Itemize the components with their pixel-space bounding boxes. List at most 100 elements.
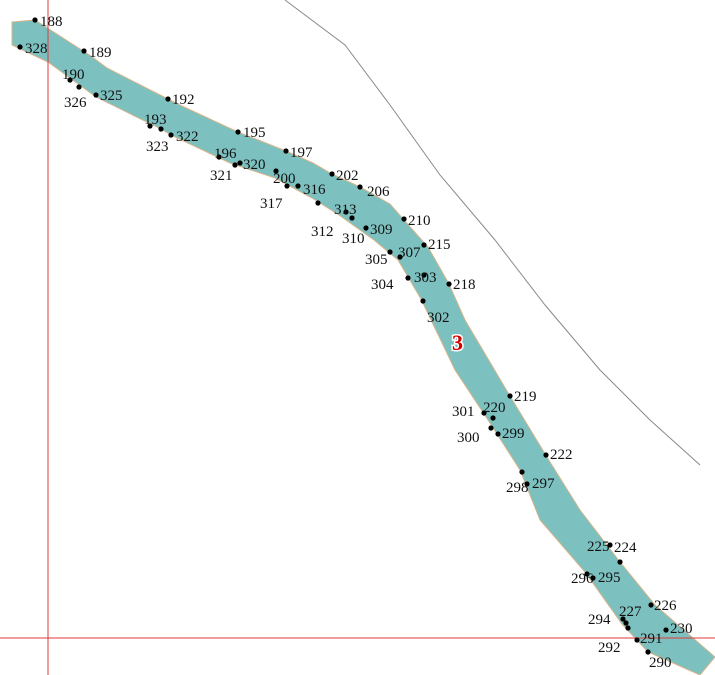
survey-point-307[interactable] xyxy=(397,254,403,260)
point-label-195: 195 xyxy=(243,125,266,141)
survey-point-192[interactable] xyxy=(165,96,171,102)
point-label-230: 230 xyxy=(670,621,693,637)
point-label-313: 313 xyxy=(334,202,357,218)
survey-point-222[interactable] xyxy=(543,452,549,458)
point-label-192: 192 xyxy=(172,92,195,108)
point-label-296: 296 xyxy=(571,571,594,587)
survey-point-189[interactable] xyxy=(81,48,87,54)
point-label-310: 310 xyxy=(342,231,365,247)
point-label-316: 316 xyxy=(303,182,326,198)
survey-point-310[interactable] xyxy=(349,215,355,221)
point-label-200: 200 xyxy=(273,171,296,187)
point-label-304: 304 xyxy=(371,277,394,293)
point-label-226: 226 xyxy=(654,598,677,614)
point-label-188: 188 xyxy=(40,14,63,30)
point-label-305: 305 xyxy=(365,252,388,268)
point-label-295: 295 xyxy=(598,570,621,586)
point-label-227: 227 xyxy=(619,604,642,620)
survey-point-297[interactable] xyxy=(524,481,530,487)
survey-point-206[interactable] xyxy=(357,184,363,190)
survey-point-303[interactable] xyxy=(421,272,427,278)
point-label-320: 320 xyxy=(243,157,266,173)
survey-point-320[interactable] xyxy=(237,160,243,166)
point-label-307: 307 xyxy=(398,245,421,261)
survey-point-190[interactable] xyxy=(67,77,73,83)
point-label-290: 290 xyxy=(649,655,672,671)
survey-point-296[interactable] xyxy=(584,571,590,577)
survey-point-301[interactable] xyxy=(481,410,487,416)
survey-point-196[interactable] xyxy=(216,154,222,160)
survey-point-188[interactable] xyxy=(32,17,38,23)
point-label-323: 323 xyxy=(146,139,169,155)
point-label-294: 294 xyxy=(588,612,611,628)
survey-point-294[interactable] xyxy=(620,616,626,622)
point-label-322: 322 xyxy=(176,129,199,145)
point-label-325: 325 xyxy=(100,88,123,104)
survey-point-300[interactable] xyxy=(488,425,494,431)
survey-point-225[interactable] xyxy=(607,542,613,548)
survey-point-202[interactable] xyxy=(329,171,335,177)
survey-point-299[interactable] xyxy=(495,431,501,437)
point-label-312: 312 xyxy=(311,224,334,240)
point-label-225: 225 xyxy=(587,539,610,555)
survey-point-220[interactable] xyxy=(490,415,496,421)
survey-point-295[interactable] xyxy=(590,575,596,581)
survey-point-291[interactable] xyxy=(625,625,631,631)
survey-point-292[interactable] xyxy=(634,637,640,643)
survey-point-328[interactable] xyxy=(17,44,23,50)
survey-point-193[interactable] xyxy=(147,123,153,129)
survey-point-195[interactable] xyxy=(235,129,241,135)
survey-point-197[interactable] xyxy=(283,148,289,154)
survey-point-309[interactable] xyxy=(363,225,369,231)
survey-point-322[interactable] xyxy=(168,132,174,138)
survey-point-210[interactable] xyxy=(401,216,407,222)
survey-point-312[interactable] xyxy=(315,200,321,206)
survey-point-226[interactable] xyxy=(648,602,654,608)
point-label-190: 190 xyxy=(62,67,85,83)
survey-point-321[interactable] xyxy=(232,162,238,168)
survey-point-200[interactable] xyxy=(273,168,279,174)
survey-point-326[interactable] xyxy=(76,84,82,90)
point-label-220: 220 xyxy=(483,400,506,416)
point-label-218: 218 xyxy=(453,277,476,293)
survey-point-290[interactable] xyxy=(645,649,651,655)
survey-point-313[interactable] xyxy=(343,209,349,215)
point-label-193: 193 xyxy=(144,112,167,128)
survey-point-325[interactable] xyxy=(93,92,99,98)
point-label-202: 202 xyxy=(336,168,359,184)
point-label-302: 302 xyxy=(427,310,450,326)
point-label-303: 303 xyxy=(414,270,437,286)
point-label-292: 292 xyxy=(598,640,621,656)
survey-point-317[interactable] xyxy=(284,183,290,189)
survey-point-224[interactable] xyxy=(617,559,623,565)
survey-point-215[interactable] xyxy=(421,242,427,248)
point-label-219: 219 xyxy=(514,389,537,405)
survey-point-316[interactable] xyxy=(295,183,301,189)
survey-point-305[interactable] xyxy=(387,249,393,255)
survey-point-298[interactable] xyxy=(519,469,525,475)
point-label-300: 300 xyxy=(457,430,480,446)
point-label-196: 196 xyxy=(214,146,237,162)
survey-point-230[interactable] xyxy=(663,627,669,633)
parcel-label: 3 xyxy=(452,330,463,355)
point-label-215: 215 xyxy=(428,237,451,253)
survey-point-302[interactable] xyxy=(420,298,426,304)
survey-point-227[interactable] xyxy=(623,620,629,626)
point-label-299: 299 xyxy=(502,426,525,442)
point-label-291: 291 xyxy=(640,631,663,647)
boundary-line xyxy=(284,0,701,466)
survey-point-323[interactable] xyxy=(158,126,164,132)
point-label-321: 321 xyxy=(210,168,233,184)
point-label-297: 297 xyxy=(532,476,555,492)
point-label-309: 309 xyxy=(370,222,393,238)
point-label-210: 210 xyxy=(408,213,431,229)
point-label-317: 317 xyxy=(260,196,283,212)
point-label-301: 301 xyxy=(452,404,475,420)
point-label-222: 222 xyxy=(550,447,573,463)
point-label-326: 326 xyxy=(64,95,87,111)
survey-point-218[interactable] xyxy=(446,281,452,287)
survey-point-304[interactable] xyxy=(405,275,411,281)
survey-point-219[interactable] xyxy=(507,393,513,399)
